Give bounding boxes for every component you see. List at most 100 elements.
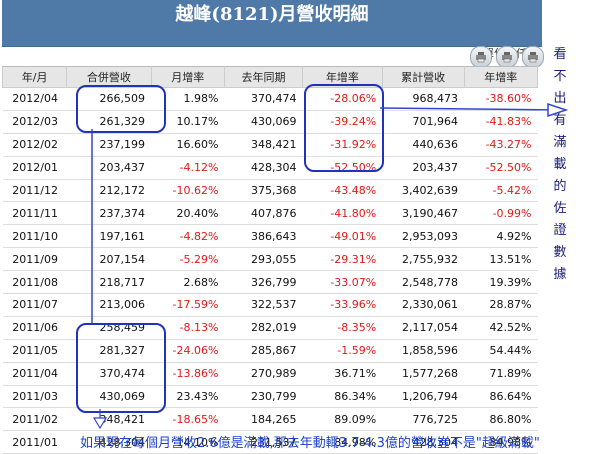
side-note-char: 不 [553, 69, 567, 84]
side-note-char: 佐 [553, 201, 567, 216]
table-row: 2011/06 258,459 -8.13% 282,019 -8.35% 2,117,0… [2, 316, 538, 340]
table-cell: 86.80% [464, 407, 538, 432]
table-cell: -31.92% [302, 133, 383, 157]
table-row: 2011/02 348,421 -18.65% 184,265 89.09% 776,72… [2, 407, 538, 432]
table-cell: -33.96% [302, 293, 383, 317]
table-cell: 10.17% [151, 110, 225, 134]
table-row: 2012/02 237,199 16.60% 348,421 -31.92% 440,63… [2, 133, 538, 157]
table-cell: 2,117,054 [382, 316, 465, 340]
column-header: 月增率 [150, 66, 225, 88]
bottom-note: 如果現在每個月營收2.6億是滿載,那去年動輒3.7-4.3億的營收豈不是"超級滿… [80, 436, 540, 451]
table-cell: 2011/06 [2, 316, 67, 340]
table-row: 2011/08 218,717 2.68% 326,799 -33.07% 2,548,7… [2, 270, 538, 295]
table-cell: 203,437 [66, 156, 152, 180]
side-note-char: 證 [553, 223, 567, 238]
table-cell: 2011/02 [2, 407, 67, 432]
table-cell: 2011/07 [2, 293, 67, 317]
table-body: 2012/04 266,509 1.98% 370,474 -28.06% 968,473… [2, 87, 538, 454]
table-cell: 28.87% [464, 293, 538, 317]
annotation-box-last-year-revenue [76, 323, 166, 413]
table-cell: 2011/01 [2, 430, 67, 454]
table-cell: 2012/01 [2, 156, 67, 180]
table-cell: 86.34% [302, 385, 383, 409]
table-cell: -1.59% [302, 339, 383, 363]
table-cell: 207,154 [66, 247, 152, 272]
table-cell: 370,474 [66, 362, 152, 386]
table-cell: 237,374 [66, 201, 152, 226]
table-cell: 440,636 [382, 133, 465, 157]
table-cell: 428,304 [382, 430, 465, 454]
table-cell: 231,537 [224, 430, 303, 454]
table-cell: -0.99% [464, 201, 538, 226]
table-row: 2011/07 213,006 -17.59% 322,537 -33.96% 2,330… [2, 293, 538, 317]
table-cell: -10.62% [151, 179, 225, 203]
table-cell: 237,199 [66, 133, 152, 157]
table-cell: 776,725 [382, 407, 465, 432]
table-cell: 54.44% [464, 339, 538, 363]
table-cell: 968,473 [382, 87, 465, 111]
table-cell: 16.60% [151, 133, 225, 157]
side-note-char: 出 [553, 91, 567, 106]
table-cell: 20.40% [151, 201, 225, 226]
table-cell: 2012/02 [2, 133, 67, 157]
table-cell: -5.42% [464, 179, 538, 203]
table-cell: 430,069 [66, 385, 152, 409]
table-cell: 218,717 [66, 270, 152, 295]
table-cell: -49.01% [302, 224, 383, 249]
table-cell: 407,876 [224, 201, 303, 226]
print-icon[interactable] [496, 46, 518, 68]
table-cell: 203,437 [382, 156, 465, 180]
table-cell: 71.89% [464, 362, 538, 386]
table-cell: 270,989 [224, 362, 303, 386]
side-note-char: 有 [553, 113, 567, 128]
table-row: 2011/05 281,327 -24.06% 285,867 -1.59% 1,858,… [2, 339, 538, 363]
column-header: 年增率 [301, 66, 383, 88]
table-cell: -52.50% [464, 156, 538, 180]
table-cell: 282,019 [224, 316, 303, 340]
table-cell: -43.48% [302, 179, 383, 203]
table-cell: 1,206,794 [382, 385, 465, 409]
table-cell: 285,867 [224, 339, 303, 363]
table-cell: 348,421 [224, 133, 303, 157]
table-cell: 184,265 [224, 407, 303, 432]
column-header: 年/月 [1, 66, 68, 88]
table-cell: 1.98% [151, 87, 225, 111]
table-cell: -39.24% [302, 110, 383, 134]
table-cell: 293,055 [224, 247, 303, 272]
table-cell: 23.43% [151, 385, 225, 409]
table-row: 2011/03 430,069 23.43% 230,799 86.34% 1,206,7… [2, 385, 538, 409]
table-cell: 86.64% [464, 385, 538, 409]
table-cell: 13.51% [464, 247, 538, 272]
table-cell: 3,190,467 [382, 201, 465, 226]
table-cell: -28.06% [302, 87, 383, 111]
table-cell: 701,964 [382, 110, 465, 134]
table-cell: 2,548,778 [382, 270, 465, 295]
print-icon[interactable] [522, 46, 544, 68]
table-cell: 386,643 [224, 224, 303, 249]
table-row: 2011/09 207,154 -5.29% 293,055 -29.31% 2,755,… [2, 247, 538, 272]
table-row: 2011/11 237,374 20.40% 407,876 -41.80% 3,190,… [2, 201, 538, 226]
table-cell: 375,368 [224, 179, 303, 203]
column-header: 累計營收 [381, 66, 465, 88]
table-cell: 89.09% [302, 407, 383, 432]
table-cell: 428,304 [224, 156, 303, 180]
table-cell: 2011/12 [2, 179, 67, 203]
page-title: 越峰(8121)月營收明細 [2, 0, 542, 47]
table-cell: 213,006 [66, 293, 152, 317]
table-cell: 2012/04 [2, 87, 67, 111]
print-icon[interactable] [470, 46, 492, 68]
table-row: 2012/03 261,329 10.17% 430,069 -39.24% 701,96… [2, 110, 538, 134]
table-cell: 36.71% [302, 362, 383, 386]
table-cell: 326,799 [224, 270, 303, 295]
annotation-box-recent-revenue [76, 85, 166, 133]
table-cell: 2,953,093 [382, 224, 465, 249]
side-note-char: 看 [553, 47, 567, 62]
table-cell: 2,755,932 [382, 247, 465, 272]
unit-label: 單位：仟元 [2, 46, 542, 62]
table-cell: 1,858,596 [382, 339, 465, 363]
table-cell: 84.98% [302, 430, 383, 454]
table-cell: -8.35% [302, 316, 383, 340]
annotation-box-yoy-growth [304, 84, 384, 172]
table-cell: 1,577,268 [382, 362, 465, 386]
table-cell: -4.82% [151, 224, 225, 249]
